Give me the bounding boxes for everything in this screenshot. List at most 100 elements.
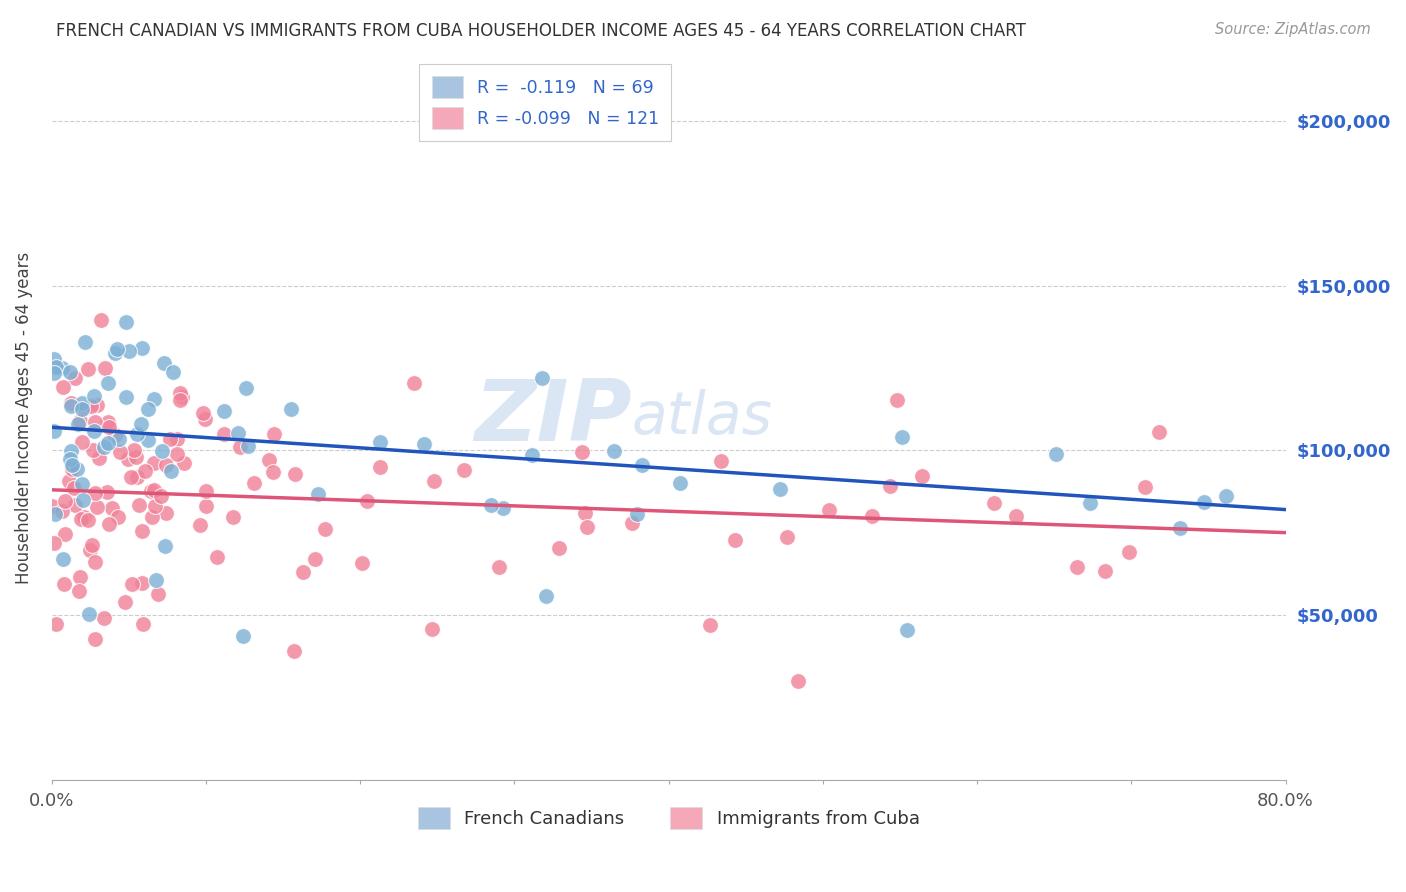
Point — [128, 498, 150, 512]
Point — [188, 518, 211, 533]
Point — [41, 499, 63, 513]
Y-axis label: Householder Income Ages 45 - 64 years: Householder Income Ages 45 - 64 years — [15, 252, 32, 583]
Point — [86, 500, 108, 514]
Point — [69, 570, 91, 584]
Point — [710, 454, 733, 468]
Point — [257, 453, 280, 467]
Point — [80, 538, 103, 552]
Point — [232, 629, 254, 643]
Point — [73, 334, 96, 349]
Point — [62, 481, 84, 495]
Point — [155, 539, 177, 553]
Point — [121, 577, 143, 591]
Point — [59, 365, 82, 379]
Point — [45, 617, 67, 632]
Point — [114, 595, 136, 609]
Point — [292, 566, 315, 580]
Point — [1066, 559, 1088, 574]
Point — [817, 503, 839, 517]
Point — [115, 315, 138, 329]
Point — [76, 361, 98, 376]
Point — [194, 483, 217, 498]
Point — [222, 510, 245, 524]
Point — [775, 530, 797, 544]
Point — [536, 589, 558, 603]
Point — [83, 389, 105, 403]
Point — [170, 391, 193, 405]
Point — [896, 624, 918, 638]
Point — [146, 587, 169, 601]
Point — [262, 466, 284, 480]
Point — [125, 450, 148, 465]
Point — [402, 376, 425, 390]
Point — [603, 444, 626, 458]
Point — [212, 426, 235, 441]
Point — [143, 499, 166, 513]
Point — [69, 414, 91, 428]
Point — [143, 483, 166, 497]
Point — [97, 376, 120, 391]
Point — [150, 489, 173, 503]
Point — [699, 617, 721, 632]
Point — [120, 469, 142, 483]
Point — [145, 573, 167, 587]
Point — [422, 475, 444, 489]
Point — [139, 484, 162, 499]
Point — [127, 470, 149, 484]
Point — [90, 313, 112, 327]
Point — [479, 498, 502, 512]
Point — [131, 417, 153, 432]
Point — [59, 444, 82, 458]
Point — [263, 427, 285, 442]
Point — [42, 352, 65, 367]
Point — [786, 673, 808, 688]
Point — [1078, 496, 1101, 510]
Point — [83, 415, 105, 429]
Point — [368, 460, 391, 475]
Point — [284, 467, 307, 481]
Point — [194, 411, 217, 425]
Text: FRENCH CANADIAN VS IMMIGRANTS FROM CUBA HOUSEHOLDER INCOME AGES 45 - 64 YEARS CO: FRENCH CANADIAN VS IMMIGRANTS FROM CUBA … — [56, 22, 1026, 40]
Point — [67, 417, 90, 431]
Point — [886, 392, 908, 407]
Point — [118, 344, 141, 359]
Point — [159, 432, 181, 446]
Point — [70, 401, 93, 416]
Point — [51, 361, 73, 376]
Point — [44, 507, 66, 521]
Point — [72, 493, 94, 508]
Point — [59, 395, 82, 409]
Point — [52, 380, 75, 394]
Point — [132, 617, 155, 632]
Point — [73, 510, 96, 524]
Point — [626, 507, 648, 521]
Point — [67, 584, 90, 599]
Point — [1045, 446, 1067, 460]
Point — [52, 576, 75, 591]
Point — [60, 462, 83, 476]
Point — [60, 399, 83, 413]
Point — [42, 367, 65, 381]
Point — [142, 392, 165, 406]
Point — [93, 440, 115, 454]
Point — [1147, 425, 1170, 439]
Point — [860, 508, 883, 523]
Point — [630, 458, 652, 472]
Point — [160, 464, 183, 478]
Point — [84, 555, 107, 569]
Point — [42, 425, 65, 439]
Point — [453, 463, 475, 477]
Point — [891, 430, 914, 444]
Point — [207, 549, 229, 564]
Point — [131, 576, 153, 591]
Point — [53, 494, 76, 508]
Point — [105, 342, 128, 356]
Point — [162, 365, 184, 379]
Point — [59, 452, 82, 467]
Point — [420, 622, 443, 636]
Point — [1118, 545, 1140, 559]
Text: atlas: atlas — [631, 389, 773, 446]
Point — [84, 486, 107, 500]
Point — [173, 456, 195, 470]
Point — [60, 458, 83, 472]
